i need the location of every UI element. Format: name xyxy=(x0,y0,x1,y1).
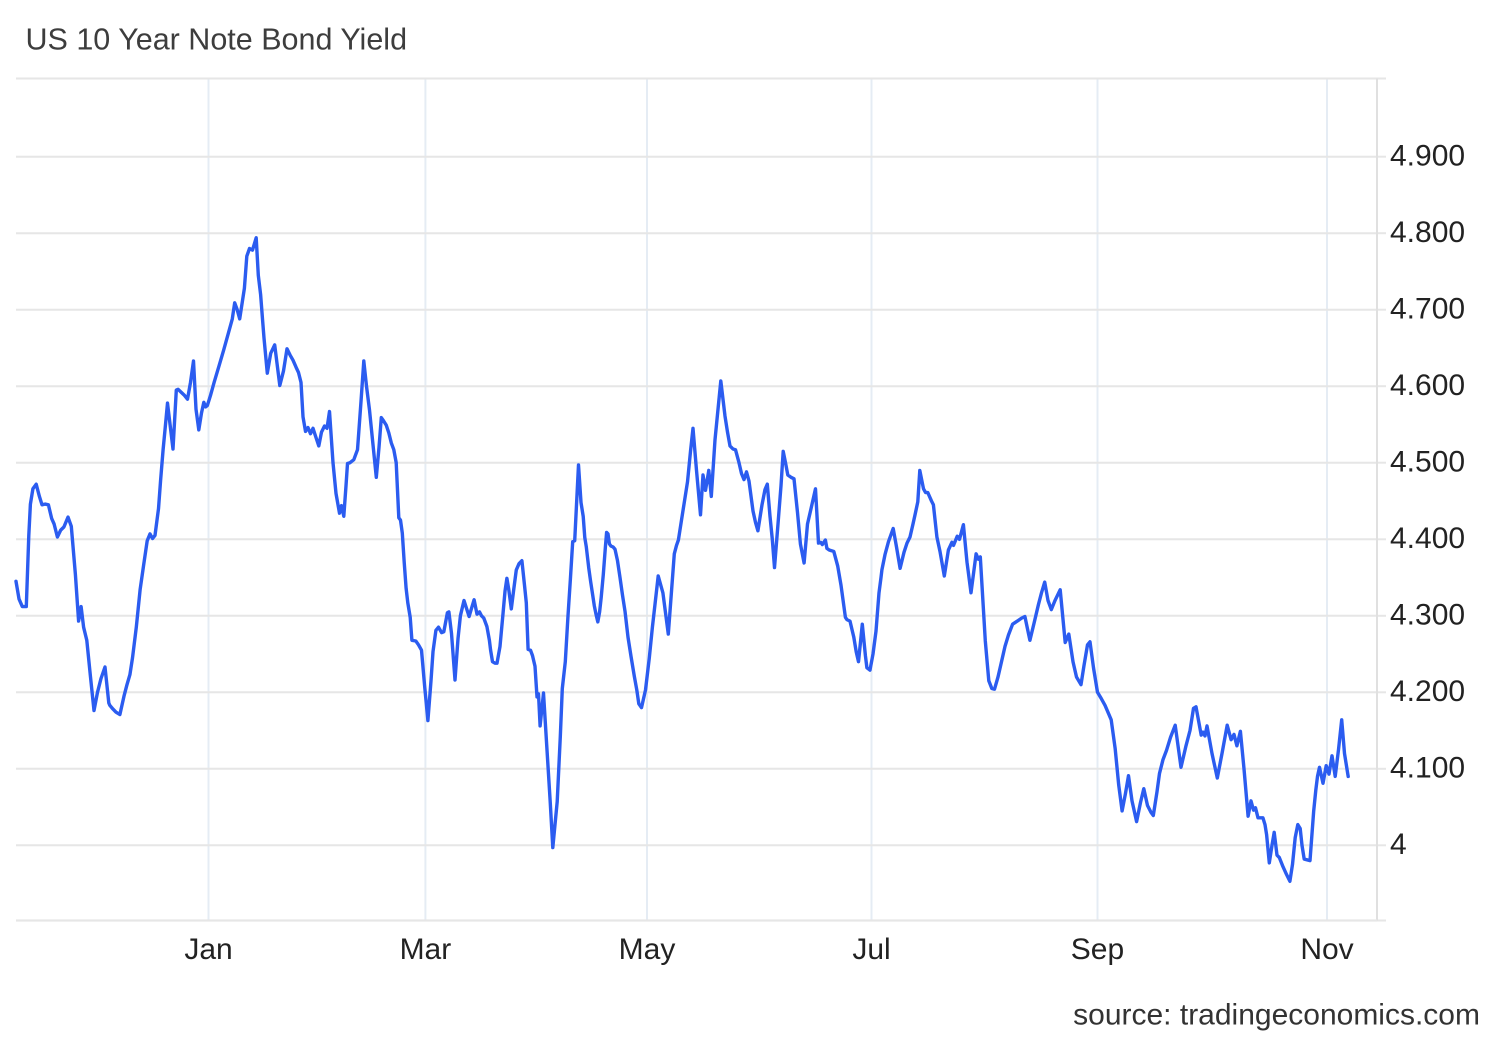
svg-text:4.300: 4.300 xyxy=(1390,599,1465,632)
svg-text:4.800: 4.800 xyxy=(1390,216,1465,249)
svg-text:4.700: 4.700 xyxy=(1390,293,1465,326)
svg-text:Jul: Jul xyxy=(852,933,890,966)
svg-text:Sep: Sep xyxy=(1071,933,1124,966)
svg-text:Mar: Mar xyxy=(400,933,452,966)
svg-text:Jan: Jan xyxy=(184,933,232,966)
svg-text:4.500: 4.500 xyxy=(1390,446,1465,479)
svg-text:4.100: 4.100 xyxy=(1390,752,1465,785)
svg-text:source: tradingeconomics.com: source: tradingeconomics.com xyxy=(1073,999,1480,1032)
svg-text:4.400: 4.400 xyxy=(1390,522,1465,555)
svg-text:Nov: Nov xyxy=(1300,933,1353,966)
svg-text:US 10 Year Note Bond Yield: US 10 Year Note Bond Yield xyxy=(26,23,408,57)
svg-text:May: May xyxy=(619,933,676,966)
svg-text:4.200: 4.200 xyxy=(1390,675,1465,708)
svg-text:4.900: 4.900 xyxy=(1390,140,1465,173)
svg-text:4: 4 xyxy=(1390,828,1407,861)
svg-text:4.600: 4.600 xyxy=(1390,369,1465,402)
